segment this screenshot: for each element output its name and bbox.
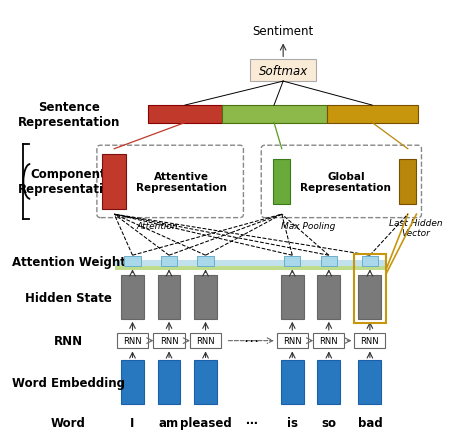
- Text: Word Embedding: Word Embedding: [12, 376, 125, 389]
- Text: Softmax: Softmax: [258, 64, 308, 78]
- Text: RNN: RNN: [54, 334, 83, 347]
- FancyBboxPatch shape: [124, 257, 141, 266]
- Text: RNN: RNN: [361, 336, 379, 345]
- FancyBboxPatch shape: [250, 60, 316, 82]
- FancyBboxPatch shape: [318, 360, 340, 404]
- Text: is: is: [287, 416, 298, 429]
- Text: Sentiment: Sentiment: [253, 25, 314, 39]
- FancyBboxPatch shape: [121, 360, 144, 404]
- Text: am: am: [159, 416, 179, 429]
- FancyBboxPatch shape: [284, 257, 301, 266]
- Bar: [115, 267, 387, 270]
- Text: bad: bad: [357, 416, 382, 429]
- FancyBboxPatch shape: [158, 276, 181, 319]
- FancyBboxPatch shape: [313, 333, 344, 349]
- FancyBboxPatch shape: [277, 333, 308, 349]
- Text: Max Pooling: Max Pooling: [281, 221, 336, 230]
- Bar: [221, 106, 327, 123]
- Text: Last Hidden
Vector: Last Hidden Vector: [389, 218, 442, 237]
- FancyBboxPatch shape: [399, 159, 417, 205]
- FancyBboxPatch shape: [117, 333, 148, 349]
- Text: Attentive
Representation: Attentive Representation: [136, 171, 227, 193]
- FancyBboxPatch shape: [281, 360, 304, 404]
- FancyBboxPatch shape: [318, 276, 340, 319]
- FancyBboxPatch shape: [358, 276, 381, 319]
- FancyBboxPatch shape: [190, 333, 221, 349]
- Text: Component
Representation: Component Representation: [18, 168, 120, 196]
- Text: Attention: Attention: [137, 221, 178, 230]
- FancyBboxPatch shape: [197, 257, 214, 266]
- Text: RNN: RNN: [283, 336, 301, 345]
- FancyBboxPatch shape: [158, 360, 181, 404]
- FancyBboxPatch shape: [320, 257, 337, 266]
- Text: I: I: [130, 416, 135, 429]
- Text: RNN: RNN: [319, 336, 338, 345]
- Text: Global
Representation: Global Representation: [301, 171, 392, 193]
- Bar: [148, 106, 221, 123]
- Text: RNN: RNN: [123, 336, 142, 345]
- Bar: [327, 106, 418, 123]
- FancyBboxPatch shape: [121, 276, 144, 319]
- Text: RNN: RNN: [160, 336, 178, 345]
- FancyBboxPatch shape: [194, 360, 217, 404]
- FancyBboxPatch shape: [358, 360, 381, 404]
- Text: Hidden State: Hidden State: [25, 291, 112, 304]
- FancyBboxPatch shape: [362, 257, 378, 266]
- FancyBboxPatch shape: [154, 333, 184, 349]
- FancyBboxPatch shape: [281, 276, 304, 319]
- FancyBboxPatch shape: [273, 159, 291, 205]
- FancyBboxPatch shape: [102, 155, 126, 209]
- Text: ⋯: ⋯: [246, 416, 257, 429]
- Text: Sentence
Representation: Sentence Representation: [18, 101, 120, 128]
- Text: pleased: pleased: [180, 416, 231, 429]
- FancyBboxPatch shape: [355, 333, 385, 349]
- Text: ⋯: ⋯: [244, 333, 259, 348]
- Text: Attention Weight: Attention Weight: [12, 255, 126, 268]
- Bar: [115, 260, 387, 267]
- FancyBboxPatch shape: [194, 276, 217, 319]
- FancyBboxPatch shape: [161, 257, 177, 266]
- Text: so: so: [321, 416, 337, 429]
- Text: Word: Word: [51, 416, 86, 429]
- Text: RNN: RNN: [196, 336, 215, 345]
